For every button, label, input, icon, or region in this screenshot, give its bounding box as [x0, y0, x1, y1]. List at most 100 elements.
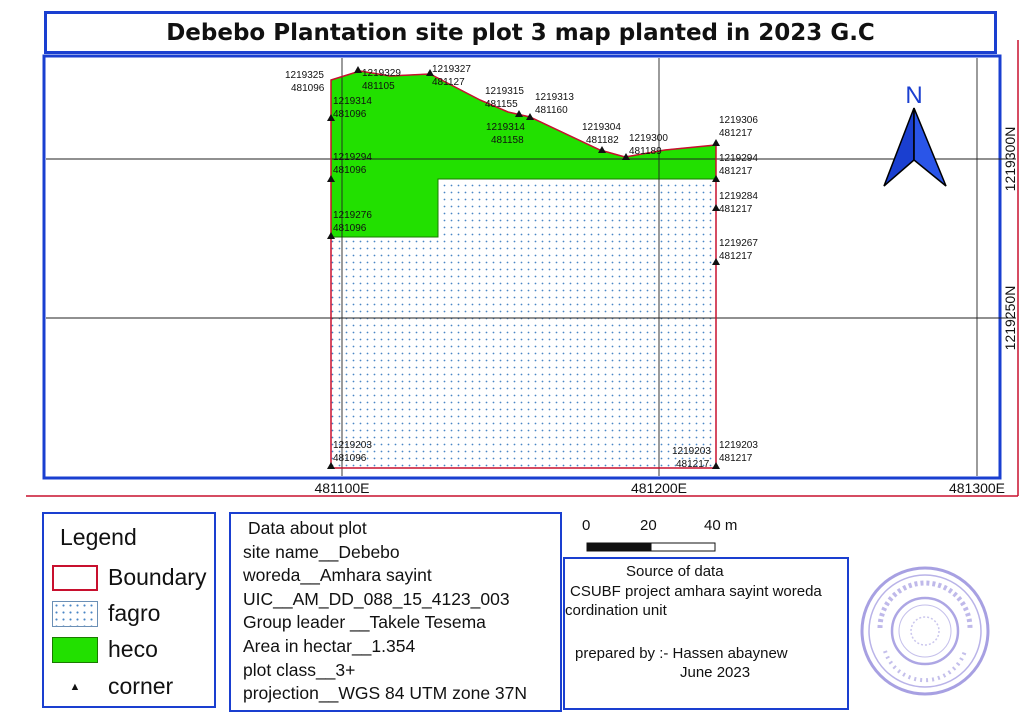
map-canvas: 1219325 481096 1219329 481105 1219327 48…	[26, 40, 1019, 497]
legend-label: heco	[108, 636, 158, 662]
legend-label: fagro	[108, 600, 161, 626]
north-label: N	[905, 82, 922, 109]
prepared-by: prepared by :- Hassen abaynew	[575, 645, 788, 662]
legend-item-fagro: fagro	[52, 600, 160, 627]
corner-label: 481096	[333, 223, 367, 234]
corner-label: 481096	[291, 83, 325, 94]
plot-info-line: Group leader __Takele Tesema	[243, 612, 486, 633]
grid	[46, 58, 1016, 476]
corner-marker	[327, 232, 335, 239]
fagro-area	[331, 179, 716, 468]
corner-label: 481155	[485, 99, 518, 110]
corner-label: 1219327	[432, 64, 471, 75]
corner-label: 1219329	[362, 68, 401, 79]
source-heading: Source of data	[626, 563, 724, 580]
corner-label: 481096	[333, 165, 367, 176]
plot-info-line: site name__Debebo	[243, 541, 400, 562]
corner-marker	[327, 462, 335, 469]
corner-label: 1219294	[719, 153, 758, 164]
corner-label: 1219304	[582, 122, 621, 133]
corner-marker	[712, 258, 720, 265]
corner-label: 481217	[676, 459, 710, 470]
legend-item-corner: ▲ corner	[52, 673, 174, 700]
plot-boundary	[330, 70, 717, 469]
plot-info-line: woreda__Amhara sayint	[243, 565, 432, 586]
corner-label: 481182	[586, 135, 619, 146]
legend-label: Boundary	[108, 564, 207, 590]
legend-item-heco: heco	[52, 636, 158, 663]
corner-marker	[515, 110, 523, 117]
corner-marker	[712, 175, 720, 182]
corner-label: 481217	[719, 204, 753, 215]
map-title: Debebo Plantation site plot 3 map plante…	[44, 11, 997, 54]
corner-label: 481217	[719, 251, 753, 262]
corner-marker	[426, 69, 434, 76]
corner-label: 1219203	[333, 440, 372, 451]
plot-info-line: projection__WGS 84 UTM zone 37N	[243, 683, 528, 704]
x-tick-label: 481100E	[314, 480, 369, 496]
corner-label: 481217	[719, 453, 753, 464]
scale-bar-graphic	[586, 542, 716, 552]
prepared-date: June 2023	[680, 664, 751, 681]
x-tick-label: 481300E	[949, 480, 1005, 496]
corner-label: 1219314	[486, 122, 525, 133]
plot-info-line: plot class__3+	[243, 659, 356, 680]
scale-label: 0	[582, 517, 591, 534]
corner-label: 481105	[362, 81, 395, 92]
x-tick-label: 481200E	[631, 480, 687, 496]
corner-label: 481189	[629, 146, 662, 157]
corner-label: 1219315	[485, 86, 524, 97]
plot-info-line: Area in hectar__1.354	[243, 635, 416, 656]
corner-label: 1219306	[719, 115, 758, 126]
corner-label: 481217	[719, 166, 753, 177]
triangle-icon: ▲	[69, 680, 81, 693]
corner-label: 1219313	[535, 92, 574, 103]
corner-marker	[712, 204, 720, 211]
corner-label: 481158	[491, 135, 524, 146]
legend-item-boundary: Boundary	[52, 564, 206, 591]
source-line: cordination unit	[565, 602, 667, 619]
boundary-swatch	[52, 564, 98, 591]
heco-swatch	[52, 636, 98, 663]
corner-label: 1219203	[672, 446, 711, 457]
scale-label: 20	[640, 517, 657, 534]
corner-marker	[712, 139, 720, 146]
corner-markers	[327, 66, 720, 469]
corner-label: 481217	[719, 128, 753, 139]
corner-label: 481160	[535, 105, 568, 116]
corner-label: 481096	[333, 453, 367, 464]
corner-marker	[327, 114, 335, 121]
north-arrow-icon: N	[883, 82, 947, 187]
corner-label: 481096	[333, 109, 367, 120]
y-tick-label: 1219250N	[1002, 286, 1018, 351]
corner-label: 481127	[432, 77, 465, 88]
legend-title: Legend	[60, 524, 137, 550]
corner-marker	[712, 462, 720, 469]
plot-info-box: Data about plot site name__Debebo woreda…	[229, 512, 562, 712]
scale-label: 40 m	[704, 517, 738, 534]
corner-label: 1219314	[333, 96, 372, 107]
corner-marker	[354, 66, 362, 73]
legend-label: corner	[108, 673, 174, 699]
scale-bar: 0 20 40 m	[578, 515, 768, 560]
plot-info-heading: Data about plot	[248, 518, 367, 538]
source-box: Source of data CSUBF project amhara sayi…	[563, 557, 849, 710]
corner-label: 1219325	[285, 70, 324, 81]
corner-label: 1219294	[333, 152, 372, 163]
corner-marker	[526, 113, 534, 120]
corner-marker	[327, 175, 335, 182]
source-line: CSUBF project amhara sayint woreda	[570, 583, 822, 600]
official-seal-stamp	[860, 566, 990, 696]
corner-marker	[598, 146, 606, 153]
plot-info-line: UIC__AM_DD_088_15_4123_003	[243, 588, 510, 609]
corner-label: 1219276	[333, 210, 372, 221]
legend: Legend Boundary fagro heco ▲ corner	[42, 512, 216, 708]
corner-label: 1219284	[719, 191, 758, 202]
y-tick-label: 1219300N	[1002, 127, 1018, 192]
fagro-swatch	[52, 600, 98, 627]
corner-marker	[622, 153, 630, 160]
corner-labels: 1219325 481096 1219329 481105 1219327 48…	[285, 64, 758, 470]
corner-label: 1219203	[719, 440, 758, 451]
corner-label: 1219267	[719, 238, 758, 249]
corner-label: 1219300	[629, 133, 668, 144]
